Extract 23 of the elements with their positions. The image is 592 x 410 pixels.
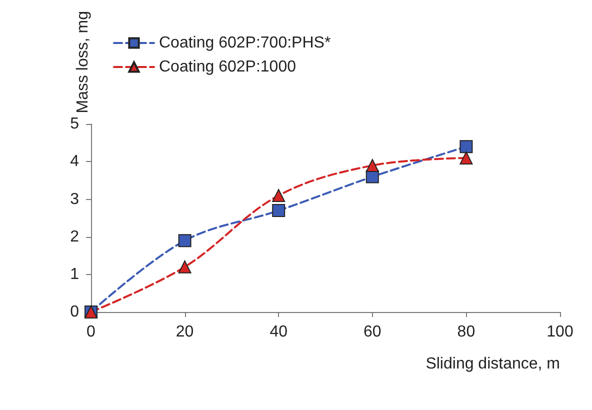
legend-label: Coating 602P:1000 (159, 58, 296, 76)
y-tick-label: 1 (70, 266, 80, 283)
point (272, 204, 286, 218)
y-tick-label: 4 (70, 153, 80, 170)
point (272, 189, 286, 202)
y-tick-label: 0 (70, 304, 80, 320)
x-axis-title: Sliding distance, m (426, 356, 560, 372)
y-tick-label: 5 (70, 116, 80, 133)
point (178, 234, 192, 248)
x-tick-label: 40 (270, 324, 288, 340)
x-tick-label: 60 (364, 324, 382, 340)
x-tick-label: 80 (457, 324, 476, 340)
y-axis-title: Mass loss, mg (74, 11, 92, 114)
point (460, 151, 473, 164)
x-tick-label: 0 (86, 324, 96, 340)
y-tick-label: 2 (70, 228, 80, 246)
point (178, 260, 192, 274)
x-tick-label: 20 (176, 324, 194, 340)
point (366, 158, 379, 172)
legend-label: Coating 602P:700:PHS* (159, 34, 331, 52)
x-tick-label: 100 (546, 324, 574, 340)
point (460, 140, 473, 154)
y-tick-label: 3 (70, 190, 80, 208)
